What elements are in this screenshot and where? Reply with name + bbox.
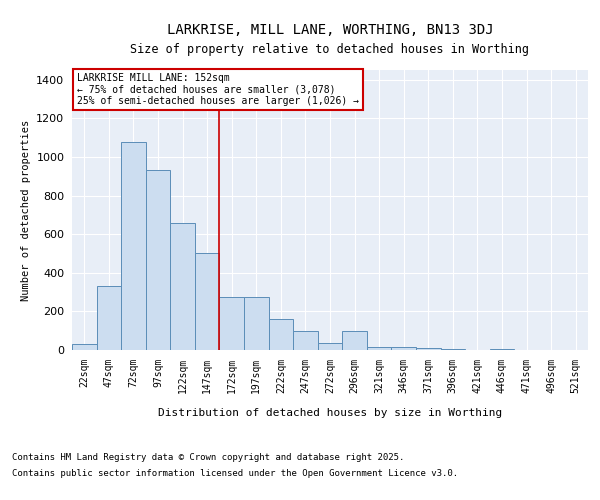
Bar <box>490 349 514 350</box>
Text: LARKRISE, MILL LANE, WORTHING, BN13 3DJ: LARKRISE, MILL LANE, WORTHING, BN13 3DJ <box>167 22 493 36</box>
Text: Contains public sector information licensed under the Open Government Licence v3: Contains public sector information licen… <box>12 468 458 477</box>
Bar <box>367 347 391 350</box>
Bar <box>170 222 195 350</box>
Bar <box>318 343 342 350</box>
Bar <box>269 319 293 350</box>
Y-axis label: Number of detached properties: Number of detached properties <box>20 120 31 300</box>
Bar <box>220 297 244 350</box>
Text: Distribution of detached houses by size in Worthing: Distribution of detached houses by size … <box>158 408 502 418</box>
Bar <box>391 347 416 350</box>
Bar <box>416 348 440 350</box>
Bar <box>72 344 97 350</box>
Bar <box>146 170 170 350</box>
Bar <box>244 297 269 350</box>
Text: Contains HM Land Registry data © Crown copyright and database right 2025.: Contains HM Land Registry data © Crown c… <box>12 454 404 462</box>
Bar <box>342 330 367 350</box>
Bar <box>97 286 121 350</box>
Text: Size of property relative to detached houses in Worthing: Size of property relative to detached ho… <box>131 42 530 56</box>
Bar <box>121 142 146 350</box>
Bar <box>440 349 465 350</box>
Bar <box>293 330 318 350</box>
Bar <box>195 254 220 350</box>
Text: LARKRISE MILL LANE: 152sqm
← 75% of detached houses are smaller (3,078)
25% of s: LARKRISE MILL LANE: 152sqm ← 75% of deta… <box>77 73 359 106</box>
